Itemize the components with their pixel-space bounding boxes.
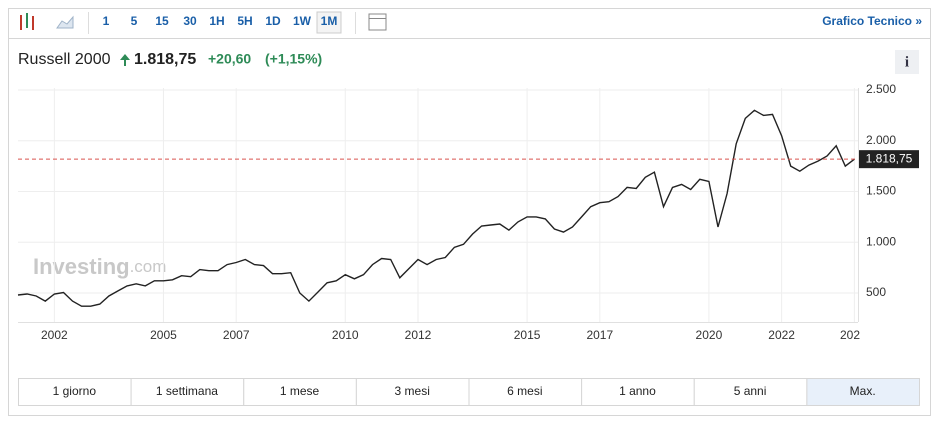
info-label: i: [905, 54, 909, 70]
interval-button[interactable]: 1: [103, 14, 110, 28]
x-tick-label: 2007: [223, 328, 250, 342]
watermark-suffix: .com: [130, 257, 167, 276]
range-tab-label: 1 mese: [280, 384, 320, 398]
instrument-name: Russell 2000: [18, 51, 111, 68]
watermark: Investing.com: [33, 254, 166, 279]
x-tick-label: 2020: [696, 328, 723, 342]
interval-button[interactable]: 1M: [321, 14, 338, 28]
change-pct: (+1,15%): [265, 51, 322, 67]
interval-button[interactable]: 1H: [209, 14, 224, 28]
range-tab-label: 1 settimana: [156, 384, 218, 398]
y-tick-label: 2.000: [866, 133, 896, 147]
x-tick-label: 2010: [332, 328, 359, 342]
range-tab[interactable]: [693, 378, 808, 406]
range-tab-label: 3 mesi: [395, 384, 430, 398]
price-badge-label: 1.818,75: [866, 151, 913, 165]
interval-button[interactable]: 30: [183, 14, 197, 28]
y-tick-label: 1.500: [866, 184, 896, 198]
interval-button[interactable]: 5H: [237, 14, 252, 28]
interval-button[interactable]: 5: [131, 14, 138, 28]
technical-link[interactable]: Grafico Tecnico »: [822, 14, 922, 28]
range-tab-label: 1 anno: [619, 384, 656, 398]
interval-button[interactable]: 1W: [293, 14, 312, 28]
range-tab[interactable]: [468, 378, 583, 406]
price-badge: [859, 150, 919, 169]
range-tabs: 1 giorno 1 settimana 1 mese 3 mesi 6 mesi 1 a…: [18, 378, 920, 406]
change: +20,60: [208, 51, 251, 67]
range-tab[interactable]: [130, 378, 245, 406]
range-tab[interactable]: [806, 378, 920, 406]
last-price: 1.818,75: [134, 51, 196, 68]
area-icon[interactable]: [56, 15, 74, 29]
frame: [8, 8, 931, 416]
x-tick-label: 2015: [514, 328, 541, 342]
price-line: [17, 109, 855, 307]
interval-button[interactable]: 1D: [265, 14, 281, 28]
range-tab-label: 5 anni: [734, 384, 767, 398]
watermark-brand: Investing: [33, 254, 130, 279]
settings-icon[interactable]: [368, 13, 387, 31]
range-tab-label: 1 giorno: [53, 384, 97, 398]
range-tab-label: 6 mesi: [507, 384, 542, 398]
x-tick-label: 2012: [405, 328, 432, 342]
up-arrow: [120, 54, 130, 66]
x-tick-label: 202: [840, 328, 860, 342]
x-tick-label: 2005: [150, 328, 177, 342]
x-tick-label: 2017: [586, 328, 613, 342]
candle-icon[interactable]: [20, 13, 34, 30]
range-tab-label: Max.: [850, 384, 876, 398]
y-tick-label: 500: [866, 285, 886, 299]
interval-active: [316, 11, 342, 34]
info-button[interactable]: [895, 50, 919, 74]
x-tick-label: 2002: [41, 328, 68, 342]
y-tick-label: 2.500: [866, 82, 896, 96]
range-tab[interactable]: [355, 378, 470, 406]
interval-button[interactable]: 15: [155, 14, 169, 28]
range-tab[interactable]: [581, 378, 695, 406]
y-tick-label: 1.000: [866, 234, 896, 248]
range-tab[interactable]: [243, 378, 357, 406]
x-tick-label: 2022: [768, 328, 795, 342]
